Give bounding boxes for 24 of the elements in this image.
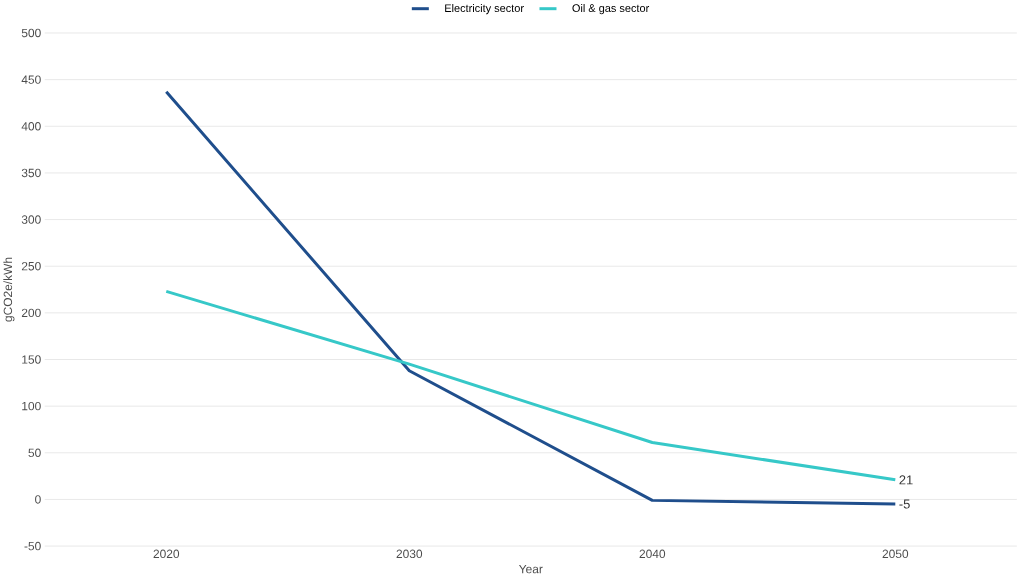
y-tick-label: 50 <box>28 448 41 458</box>
data-label: 21 <box>899 475 913 485</box>
line-series <box>164 290 897 482</box>
x-tick-label: 2020 <box>153 549 180 559</box>
y-tick-label: 450 <box>21 75 41 85</box>
x-axis-title: Year <box>518 565 543 574</box>
x-tick-label: 2050 <box>882 549 909 559</box>
x-tick-label: 2030 <box>396 549 423 559</box>
y-tick-label: 0 <box>35 495 41 504</box>
y-tick-label: -50 <box>24 542 41 551</box>
legend-label: Oil & gas sector <box>572 4 650 15</box>
y-tick-label: 200 <box>21 308 41 318</box>
y-tick-label: 500 <box>21 28 41 38</box>
y-tick-label: 150 <box>22 355 41 364</box>
data-label: -5 <box>899 499 910 509</box>
y-tick-label: 300 <box>21 215 41 225</box>
y-axis-title: gCO2e/kWh <box>3 257 15 322</box>
y-tick-label: 100 <box>22 402 41 411</box>
y-tick-label: 350 <box>21 168 41 178</box>
legend-label: Electricity sector <box>445 4 524 15</box>
x-tick-label: 2040 <box>639 549 666 559</box>
y-tick-label: 400 <box>21 122 41 131</box>
y-tick-label: 250 <box>21 262 41 271</box>
line-series <box>164 90 897 506</box>
